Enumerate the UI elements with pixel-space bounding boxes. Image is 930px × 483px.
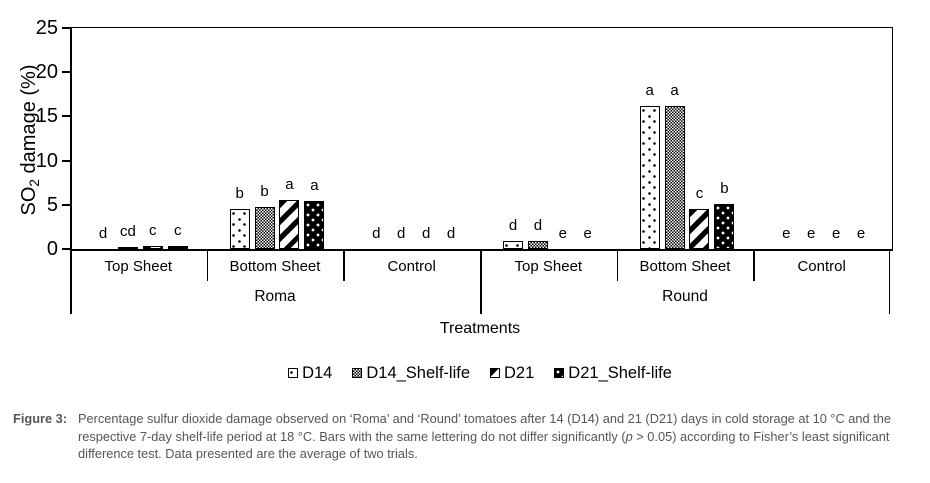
category-label-top-sheet: Top Sheet [104, 258, 173, 275]
legend-label: D21_Shelf-life [568, 363, 672, 382]
significance-letter: b [260, 183, 269, 201]
significance-letter: a [670, 81, 679, 99]
significance-letter: e [807, 225, 816, 242]
bar-d14 [229, 209, 250, 249]
bar-d21 [142, 246, 163, 249]
significance-letter: d [533, 217, 543, 235]
bar-d14 [503, 241, 523, 249]
significance-letter: cd [119, 223, 136, 241]
y-axis-title: SO2 damage (%) [18, 65, 42, 216]
figure-caption: Figure 3: Percentage sulfur dioxide dama… [13, 410, 921, 463]
category-divider [616, 250, 619, 281]
bar-d14_shelf-life [254, 207, 275, 249]
bar-d14 [639, 105, 660, 249]
significance-letter: b [720, 179, 729, 197]
category-divider [753, 250, 755, 281]
bar-d14_shelf-life [664, 105, 685, 249]
legend-item-d21-shelf-life: D21_Shelf-life [554, 364, 672, 383]
y-axis-tick-label: 20 [35, 61, 58, 84]
bar-d21_shelf-life [714, 203, 735, 249]
legend-label: D14 [302, 363, 333, 382]
group-divider [70, 250, 72, 314]
y-axis-tick [62, 248, 70, 250]
bar-d21 [279, 200, 300, 249]
category-divider [206, 250, 209, 281]
figure-caption-text: Percentage sulfur dioxide damage observe… [78, 410, 921, 463]
bar-d14_shelf-life [527, 241, 548, 249]
significance-letter: a [310, 177, 319, 195]
y-axis-tick-label: 15 [35, 105, 58, 128]
significance-letter: d [397, 225, 406, 242]
group-divider [888, 250, 890, 314]
significance-letter: e [558, 225, 567, 242]
x-axis-title: Treatments [439, 320, 521, 337]
category-label-top-sheet: Top Sheet [514, 258, 583, 275]
y-axis-tick [62, 115, 70, 118]
significance-letter: d [98, 225, 108, 242]
y-axis-tick [62, 71, 70, 74]
category-label-control: Control [387, 258, 436, 275]
y-axis-tick-label: 0 [46, 238, 58, 260]
caption-text-part: Percentage sulfur dioxide damage observe… [78, 411, 891, 444]
significance-letter: b [235, 185, 244, 203]
bar-d21_shelf-life [167, 246, 188, 249]
y-axis-tick [62, 159, 70, 162]
significance-letter: d [508, 217, 518, 235]
category-axis: Top Sheet Bottom Sheet Control Top Sheet Bot… [70, 250, 892, 318]
category-label-control: Control [797, 258, 846, 275]
caption-text-part: > 0.05) according to Fisher’s least sign… [78, 428, 890, 462]
legend-swatch-d21-icon [490, 368, 500, 378]
legend-swatch-d14-icon [288, 368, 299, 378]
significance-letter: e [782, 225, 791, 242]
group-label-roma: Roma [254, 288, 296, 305]
legend-swatch-d14sl-icon [352, 368, 363, 378]
significance-letter: a [645, 81, 654, 99]
legend-swatch-d21sl-icon [554, 368, 565, 378]
group-label-round: Round [662, 288, 708, 305]
figure-caption-label: Figure 3: [13, 411, 68, 426]
plot-area: 0 5 10 15 20 25 d b d d a e cd b d d a e c a d e c e c a d e b e [36, 18, 893, 259]
legend-item-d14: D14 [288, 364, 332, 383]
bar-d21 [689, 209, 710, 249]
bar-d21_shelf-life [304, 201, 325, 249]
legend-label: D14_Shelf-life [366, 363, 470, 382]
caption-p-italic: p [625, 428, 633, 444]
legend-item-d14-shelf-life: D14_Shelf-life [352, 364, 470, 383]
significance-letter: e [856, 225, 866, 242]
legend-label: D21 [504, 363, 535, 382]
significance-letter: e [583, 225, 592, 242]
y-axis-tick-label: 25 [35, 17, 58, 39]
category-label-bottom-sheet: Bottom Sheet [229, 258, 321, 275]
significance-letter: a [285, 176, 294, 194]
significance-letter: d [446, 225, 456, 242]
y-axis-tick [62, 27, 70, 29]
significance-letter: d [372, 225, 381, 242]
significance-letter: c [695, 185, 704, 203]
y-axis-tick-label: 10 [35, 149, 58, 172]
y-axis-tick [62, 203, 70, 206]
y-axis-title-subscript: 2 [26, 179, 42, 187]
y-axis-tick-label: 5 [46, 193, 58, 216]
category-divider [343, 250, 345, 281]
significance-letter: e [831, 225, 841, 242]
legend: D14 D14_Shelf-life D21 D21_Shelf-life [70, 360, 890, 386]
legend-item-d21: D21 [490, 364, 534, 383]
group-divider [480, 250, 482, 314]
bar-d14_shelf-life [117, 247, 138, 249]
significance-letter: d [421, 225, 431, 242]
significance-letter: c [173, 222, 182, 240]
significance-letter: c [149, 222, 157, 240]
category-label-bottom-sheet: Bottom Sheet [639, 258, 731, 275]
